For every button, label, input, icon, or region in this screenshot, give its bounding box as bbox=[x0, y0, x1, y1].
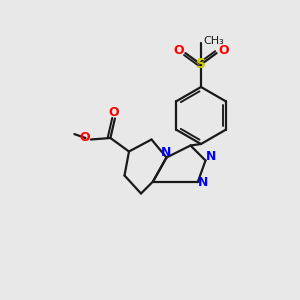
Text: O: O bbox=[173, 44, 184, 57]
Text: N: N bbox=[161, 146, 172, 160]
Text: O: O bbox=[218, 44, 229, 57]
Text: O: O bbox=[79, 131, 90, 144]
Text: S: S bbox=[196, 58, 206, 71]
Text: N: N bbox=[198, 176, 208, 190]
Text: CH₃: CH₃ bbox=[203, 36, 224, 46]
Text: O: O bbox=[108, 106, 119, 119]
Text: N: N bbox=[206, 150, 216, 164]
